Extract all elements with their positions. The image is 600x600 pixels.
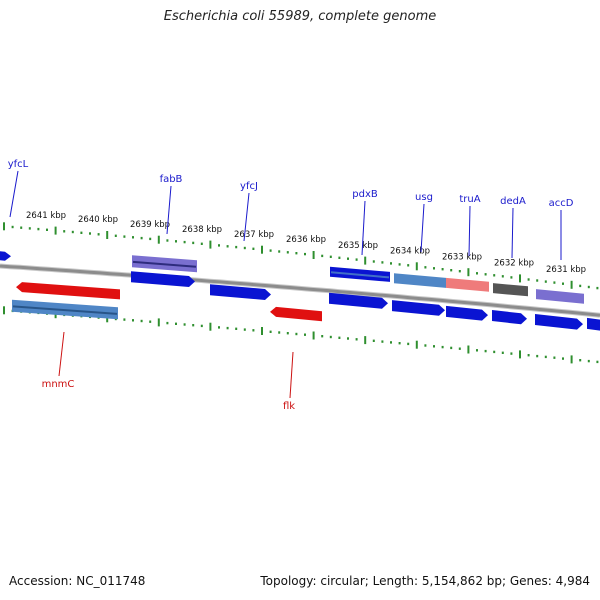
gene-label-flk: flk — [283, 401, 295, 412]
gene-feature-trua-top — [446, 277, 489, 292]
gene-feature-usg — [392, 300, 445, 316]
gene-label-usg: usg — [415, 192, 433, 203]
leader-dedA — [511, 207, 514, 259]
gene-feature-trua — [446, 305, 488, 321]
accession-text: Accession: NC_011748 — [9, 574, 146, 588]
gene-feature-mnmc-lower-stripe — [12, 305, 118, 315]
kbp-label: 2633 kbp — [442, 253, 482, 263]
leader-usg — [420, 203, 425, 253]
gene-feature-deda — [492, 310, 527, 325]
gene-feature-accd — [535, 314, 583, 330]
gene-feature-pdxb — [329, 292, 388, 309]
kbp-label: 2635 kbp — [338, 241, 378, 251]
leader-fabB — [166, 185, 172, 235]
leader-mnmC — [58, 331, 65, 377]
gene-feature-usg-top — [394, 273, 446, 288]
gene-feature-edge — [587, 317, 600, 331]
gene-feature-yfcj — [210, 284, 271, 300]
gene-label-pdxB: pdxB — [352, 189, 378, 200]
kbp-label: 2637 kbp — [234, 230, 274, 240]
kbp-label: 2636 kbp — [286, 235, 326, 245]
gene-features — [0, 251, 600, 331]
gene-label-mnmC: mnmC — [42, 379, 75, 390]
leader-yfcL — [9, 170, 19, 218]
gene-feature-accd-top — [536, 289, 584, 304]
kbp-label: 2634 kbp — [390, 247, 430, 257]
leader-truA — [468, 205, 471, 257]
gene-feature-fabb — [131, 271, 195, 287]
outer-tick-ring — [3, 222, 599, 290]
gene-label-yfcL: yfcL — [8, 159, 29, 170]
gene-feature-ycfl — [0, 251, 11, 261]
kbp-label: 2639 kbp — [130, 220, 170, 230]
gene-feature-fabb-top-stripe — [132, 260, 197, 268]
leader-yfcJ — [243, 192, 250, 242]
gene-feature-deda-top — [493, 283, 528, 297]
kbp-label: 2632 kbp — [494, 259, 534, 269]
gene-feature-pdxb-top-stripe — [330, 271, 390, 279]
gene-label-fabB: fabB — [160, 174, 183, 185]
kbp-label: 2641 kbp — [26, 211, 66, 221]
gene-feature-mnmc — [16, 282, 120, 300]
kbp-label: 2631 kbp — [546, 265, 586, 275]
gene-labels: yfcL fabB yfcJ pdxB usg truA dedA accD mnmC flk — [8, 159, 574, 412]
kbp-scale-labels: 2641 kbp 2640 kbp 2639 kbp 2638 kbp 2637 kbp… — [26, 211, 586, 275]
label-leader-lines — [9, 170, 562, 399]
topology-text: Topology: circular; Length: 5,154,862 bp… — [260, 574, 590, 588]
kbp-label: 2638 kbp — [182, 225, 222, 235]
gene-label-truA: truA — [459, 194, 480, 205]
gene-label-dedA: dedA — [500, 196, 526, 207]
leader-flk — [289, 351, 294, 399]
leader-pdxB — [361, 200, 366, 256]
kbp-label: 2640 kbp — [78, 215, 118, 225]
genome-backbone — [0, 263, 600, 318]
backbone-line — [0, 264, 600, 317]
gene-label-yfcJ: yfcJ — [240, 181, 258, 192]
map-title: Escherichia coli 55989, complete genome — [163, 9, 437, 24]
gene-label-accD: accD — [549, 198, 574, 209]
gene-feature-flk — [270, 306, 322, 322]
